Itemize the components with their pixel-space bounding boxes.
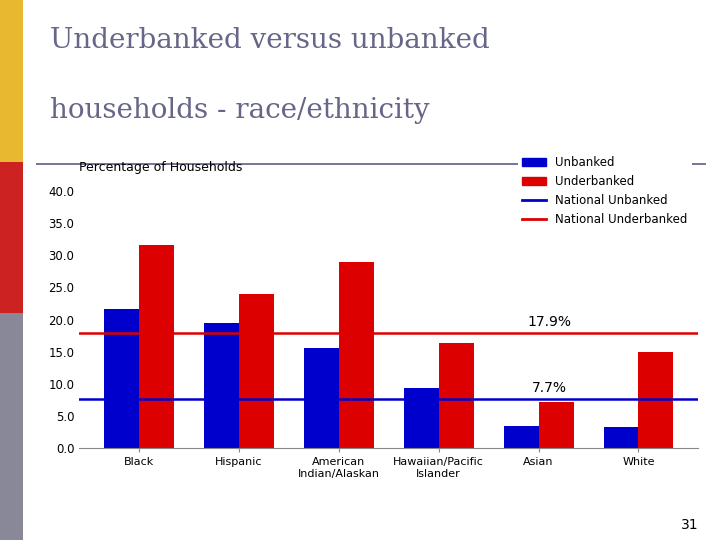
Bar bbox=[239, 294, 274, 448]
Text: 17.9%: 17.9% bbox=[528, 315, 572, 329]
Text: 31: 31 bbox=[681, 518, 698, 532]
Text: 7.7%: 7.7% bbox=[532, 381, 567, 395]
Bar bbox=[639, 353, 673, 448]
Text: Underbanked versus unbanked: Underbanked versus unbanked bbox=[50, 27, 490, 54]
Text: households - race/ethnicity: households - race/ethnicity bbox=[50, 97, 430, 124]
Bar bbox=[603, 427, 639, 448]
Bar bbox=[504, 426, 539, 448]
Bar bbox=[438, 343, 474, 448]
Bar bbox=[539, 402, 574, 448]
Bar bbox=[204, 323, 239, 448]
Bar bbox=[404, 388, 438, 448]
Bar bbox=[304, 348, 339, 448]
Legend: Unbanked, Underbanked, National Unbanked, National Underbanked: Unbanked, Underbanked, National Unbanked… bbox=[518, 152, 693, 231]
Bar bbox=[139, 245, 174, 448]
Text: Percentage of Households: Percentage of Households bbox=[79, 161, 243, 174]
Bar bbox=[339, 262, 374, 448]
Bar bbox=[104, 309, 139, 448]
